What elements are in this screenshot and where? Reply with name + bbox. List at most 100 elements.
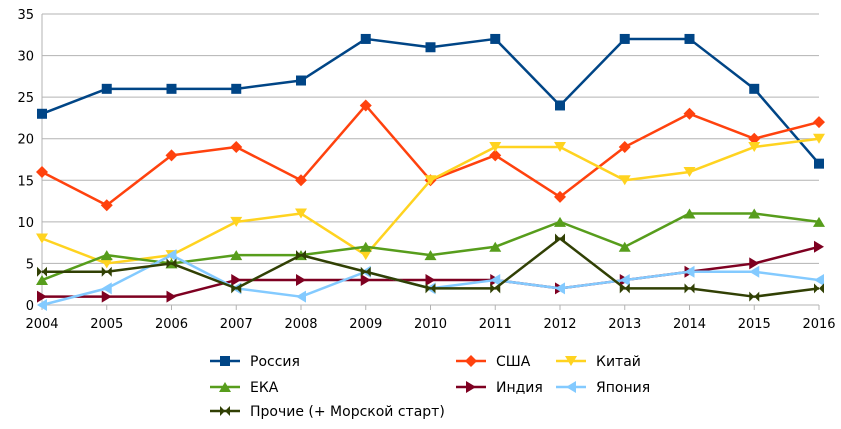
data-point	[101, 290, 112, 303]
data-point	[684, 33, 695, 44]
legend-marker	[565, 356, 577, 366]
data-point	[748, 132, 761, 145]
y-tick-label: 10	[17, 216, 34, 231]
data-point	[166, 290, 177, 303]
data-point	[295, 174, 307, 187]
data-point	[490, 283, 501, 294]
data-point	[618, 141, 631, 154]
data-point	[749, 83, 760, 94]
series-2	[36, 133, 825, 269]
legend-label: США	[496, 354, 531, 370]
data-point	[683, 208, 696, 219]
data-point	[749, 257, 760, 270]
legend-marker	[219, 382, 231, 392]
legend-label: Япония	[596, 380, 650, 396]
x-tick-label: 2013	[608, 317, 641, 332]
chart-axes: 0 5 10 15 20 25 30 35 2004 2005 2006 2007 2008 2009 20…	[17, 8, 835, 332]
data-point	[100, 258, 113, 269]
x-tick-label: 2005	[90, 317, 123, 332]
data-point	[101, 282, 112, 295]
x-tick-label: 2007	[220, 317, 253, 332]
legend-label: Китай	[596, 354, 641, 370]
x-tick-label: 2015	[738, 317, 771, 332]
data-point	[814, 240, 824, 253]
x-tick-label: 2014	[673, 317, 706, 332]
data-point	[684, 265, 695, 278]
data-point	[425, 274, 436, 287]
series-line	[41, 137, 820, 265]
legend-label: Россия	[250, 354, 300, 370]
data-point	[554, 142, 566, 153]
data-point	[360, 266, 371, 277]
data-point	[813, 133, 825, 144]
legend-marker	[566, 381, 576, 393]
legend-marker	[466, 381, 476, 393]
data-point	[813, 116, 825, 129]
data-point	[37, 266, 47, 277]
legend-item: Индия	[456, 380, 543, 396]
legend-label: Прочие (+ Морской старт)	[250, 404, 445, 420]
data-point	[425, 42, 436, 53]
data-point	[424, 250, 437, 261]
data-point	[166, 258, 177, 269]
data-point	[489, 241, 502, 252]
data-point	[748, 142, 761, 153]
legend-label: Индия	[496, 380, 543, 396]
legend-item: США	[456, 354, 531, 370]
data-point	[813, 216, 825, 227]
data-point	[231, 274, 242, 287]
data-point	[101, 266, 112, 277]
data-point	[230, 216, 243, 227]
x-tick-label: 2016	[802, 317, 835, 332]
data-point	[814, 274, 824, 287]
legend-item: Россия	[210, 354, 300, 370]
legend-marker	[220, 406, 230, 416]
legend-item: Китай	[556, 354, 641, 370]
legend-label: ЕКА	[250, 380, 279, 396]
data-point	[231, 283, 242, 294]
data-point	[555, 282, 565, 295]
x-tick-label: 2006	[155, 317, 188, 332]
data-point	[101, 83, 112, 94]
data-point	[36, 165, 48, 178]
data-point	[425, 283, 436, 294]
x-tick-label: 2004	[25, 317, 58, 332]
series-0	[37, 33, 824, 169]
legend-item: ЕКА	[210, 380, 279, 396]
y-tick-label: 20	[17, 133, 34, 148]
data-point	[100, 250, 113, 261]
data-point	[231, 83, 242, 94]
y-tick-label: 30	[17, 50, 34, 65]
data-point	[424, 175, 437, 186]
legend-item: Прочие (+ Морской старт)	[210, 404, 445, 420]
data-point	[37, 290, 47, 303]
data-point	[555, 233, 565, 244]
x-tick-label: 2011	[479, 317, 512, 332]
data-point	[619, 274, 630, 287]
series-3	[36, 208, 825, 286]
data-point	[360, 274, 371, 287]
data-point	[360, 33, 371, 44]
x-tick-label: 2012	[543, 317, 576, 332]
data-point	[619, 283, 630, 294]
data-point	[166, 249, 177, 262]
series-line	[41, 104, 820, 207]
series-1	[36, 99, 825, 212]
series-line	[41, 37, 820, 165]
legend-marker	[465, 355, 477, 367]
x-tick-label: 2010	[414, 317, 447, 332]
data-point	[748, 208, 761, 219]
series-6	[37, 233, 824, 302]
data-point	[618, 175, 631, 186]
data-point	[36, 233, 48, 244]
data-point	[490, 274, 501, 287]
data-point	[555, 100, 565, 111]
data-point	[36, 275, 48, 286]
y-tick-label: 35	[17, 8, 34, 23]
data-point	[489, 149, 502, 162]
chart-legend: Россия США Китай ЕКА Индия Япония Прочие (+ Мо…	[210, 354, 650, 420]
data-point	[359, 250, 372, 261]
legend-item: Япония	[556, 380, 650, 396]
data-point	[296, 290, 306, 303]
